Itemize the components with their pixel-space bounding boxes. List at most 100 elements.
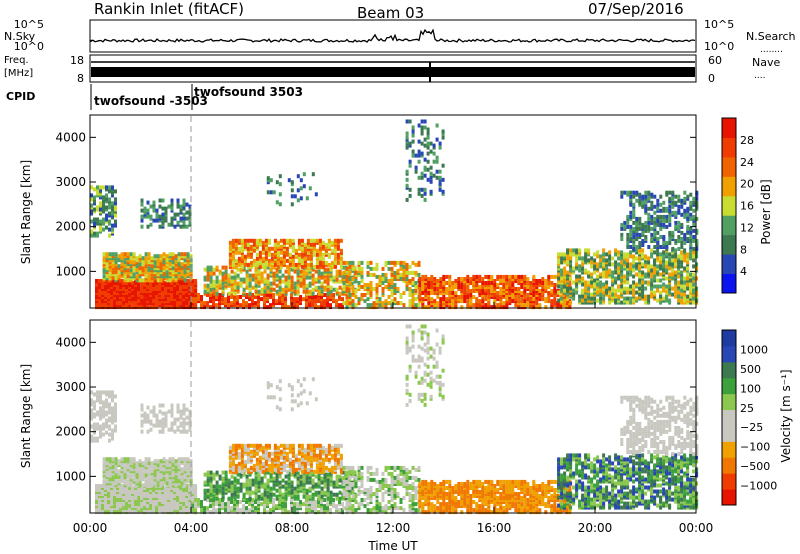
velocity-cell-969	[311, 500, 314, 504]
power-cell-2057	[369, 266, 373, 271]
power-cell-2407	[475, 297, 479, 302]
power-cell-2099	[384, 272, 388, 277]
power-cell-2163	[405, 281, 409, 285]
power-cell-657	[153, 254, 157, 259]
power-cell-2951	[596, 286, 600, 291]
power-cell-355	[173, 297, 177, 302]
power-cell-2107	[387, 279, 391, 283]
power-cell-1639	[300, 238, 304, 243]
power-cell-3760	[689, 192, 693, 197]
power-cell-2870	[578, 248, 582, 253]
velocity-cell-643	[150, 469, 154, 474]
power-cell-3594	[650, 218, 654, 223]
power-cell-3358	[677, 298, 681, 303]
velocity-cell-899	[260, 502, 263, 507]
power-cell-3246	[653, 270, 657, 275]
power-cell-3157	[635, 272, 639, 277]
power-cell-2810	[566, 270, 570, 275]
power-cell-1475	[246, 238, 250, 243]
power-cell-2512	[502, 279, 506, 283]
power-cell-1867	[140, 198, 144, 203]
power-cell-1276	[305, 275, 309, 280]
power-cell-3697	[674, 210, 678, 215]
power-cell-1328	[323, 267, 327, 272]
power-cell-1938	[182, 216, 186, 221]
power-ylabel: Slant Range [km]	[19, 160, 33, 264]
power-cell-3613	[653, 194, 657, 199]
power-cell-2045	[366, 264, 370, 269]
power-cell-3880	[438, 145, 442, 150]
power-cell-1644	[303, 256, 307, 261]
power-cell-3515	[632, 226, 636, 231]
power-cell-3210	[644, 254, 648, 259]
power-cell-3179	[638, 256, 642, 261]
power-cell-3065	[617, 256, 621, 261]
power-colorbar-tick-3: 16	[740, 200, 754, 213]
velocity-cell-667	[156, 463, 160, 468]
power-cell-3872	[435, 137, 439, 142]
power-cell-912	[269, 293, 272, 297]
power-cell-3655	[665, 241, 669, 245]
power-cell-3586	[647, 196, 651, 201]
power-cell-3821	[417, 149, 421, 154]
power-cell-1315	[320, 283, 324, 288]
power-cell-2753	[557, 298, 561, 303]
power-cell-1777	[93, 187, 96, 192]
power-cell-1974	[345, 277, 349, 281]
power-cell-1334	[326, 277, 330, 282]
power-cell-1757	[90, 229, 93, 234]
power-cell-1168	[266, 289, 270, 294]
power-cell-3227	[650, 286, 654, 291]
power-cell-3046	[614, 270, 618, 275]
power-cell-2551	[511, 277, 515, 281]
power-cell-1985	[348, 277, 352, 281]
power-cell-1048	[215, 275, 219, 280]
velocity-cell-13	[95, 484, 98, 488]
power-cell-3003	[605, 266, 609, 271]
velocity-cell-653	[153, 469, 157, 474]
power-cell-726	[171, 266, 175, 271]
power-cell-2346	[457, 297, 461, 302]
power-cell-3150	[632, 254, 636, 259]
power-cell-777	[183, 258, 187, 263]
velocity-cell-823	[209, 510, 212, 515]
power-cell-2394	[472, 295, 476, 299]
velocity-cell-965	[308, 500, 311, 504]
power-cell-1887	[155, 218, 159, 223]
power-cell-1796	[99, 203, 102, 208]
power-cell-196	[137, 297, 141, 302]
power-cell-2503	[502, 305, 506, 310]
power-cell-1192	[275, 289, 279, 294]
power-cell-1570	[279, 258, 283, 263]
power-cell-2695	[553, 297, 557, 302]
power-cell-1184	[272, 287, 276, 292]
power-cell-2460	[487, 274, 491, 279]
power-cell-3369	[677, 266, 681, 271]
power-cell-3230	[650, 278, 654, 283]
power-cell-1895	[158, 204, 162, 209]
power-cell-3786	[695, 190, 699, 195]
power-cell-1436	[234, 258, 238, 263]
velocity-cell-938	[290, 502, 293, 507]
power-cell-2373	[466, 303, 470, 308]
power-cell-1927	[176, 200, 180, 205]
power-cell-2122	[390, 260, 394, 265]
power-cell-809	[194, 297, 197, 302]
power-cell-3346	[674, 280, 678, 285]
power-cell-2415	[475, 274, 479, 279]
power-cell-3273	[659, 272, 663, 277]
power-cell-687	[162, 266, 166, 271]
power-cell-2084	[381, 301, 385, 306]
power-cell-1545	[273, 258, 277, 263]
power-cell-2106	[387, 283, 391, 287]
power-cell-2224	[421, 287, 425, 291]
power-cell-1590	[285, 250, 289, 255]
power-cell-2199	[414, 262, 418, 267]
power-cell-1964	[342, 270, 346, 275]
power-cell-2923	[590, 292, 594, 297]
power-cell-2129	[393, 283, 397, 287]
power-cell-3111	[626, 286, 630, 291]
velocity-cell-835	[215, 500, 218, 504]
power-cell-3581	[647, 220, 651, 225]
power-colorbar-swatch-8	[722, 118, 736, 138]
